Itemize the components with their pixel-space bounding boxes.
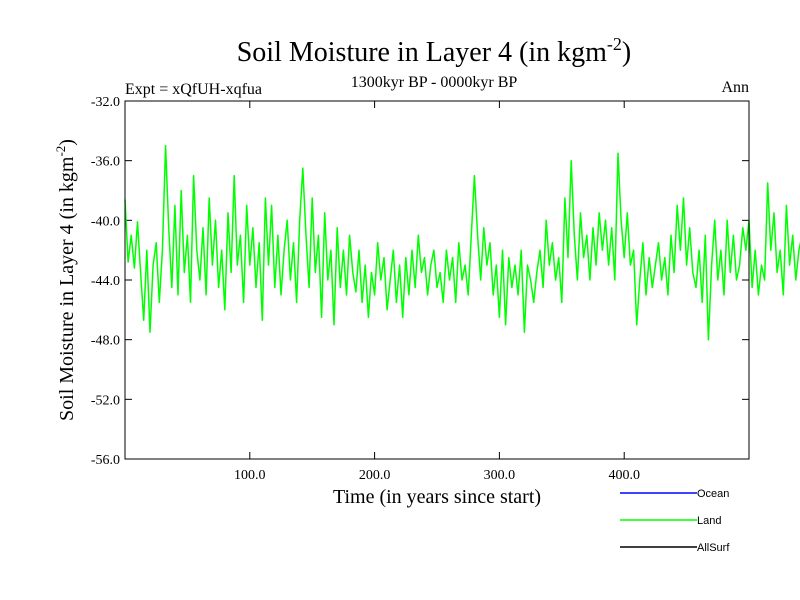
subtitle-season: Ann [721, 79, 749, 96]
x-tick-label: 300.0 [484, 468, 516, 483]
legend-label-ocean: Ocean [697, 488, 729, 500]
x-tick-label: 200.0 [359, 468, 391, 483]
chart-title-sup: -2 [607, 34, 622, 54]
x-tick-label: 400.0 [608, 468, 640, 483]
y-tick-label: -56.0 [91, 453, 120, 468]
series-land [124, 145, 800, 341]
subtitle-expt: Expt = xQfUH-xqfua [125, 81, 262, 98]
chart-title-main: Soil Moisture in Layer 4 (in kgm [237, 37, 607, 68]
y-tick-label: -32.0 [91, 95, 120, 110]
y-axis-label: Soil Moisture in Layer 4 (in kgm-2) [53, 139, 78, 421]
legend-label-land: Land [697, 515, 721, 527]
plot-frame [124, 100, 750, 460]
subtitle-period: 1300kyr BP - 0000kyr BP [351, 74, 518, 91]
y-tick-label: -52.0 [91, 393, 120, 408]
legend-label-allsurf: AllSurf [697, 542, 730, 554]
series-line-land [124, 145, 800, 341]
y-tick-label: -44.0 [91, 274, 120, 289]
legend: Ocean Land AllSurf [620, 488, 730, 554]
y-axis-label-main: Soil Moisture in Layer 4 (in kgm [56, 156, 78, 421]
y-tick-label: -36.0 [91, 155, 120, 170]
y-tick-label: -48.0 [91, 334, 120, 349]
x-axis-label: Time (in years since start) [333, 486, 541, 508]
y-tick-label: -40.0 [91, 214, 120, 229]
y-axis-label-sup: -2 [53, 146, 68, 157]
chart-title: Soil Moisture in Layer 4 (in kgm-2) [237, 34, 632, 68]
y-axis-label-end: ) [56, 139, 78, 146]
chart-title-end: ) [622, 37, 631, 68]
x-tick-label: 100.0 [234, 468, 266, 483]
